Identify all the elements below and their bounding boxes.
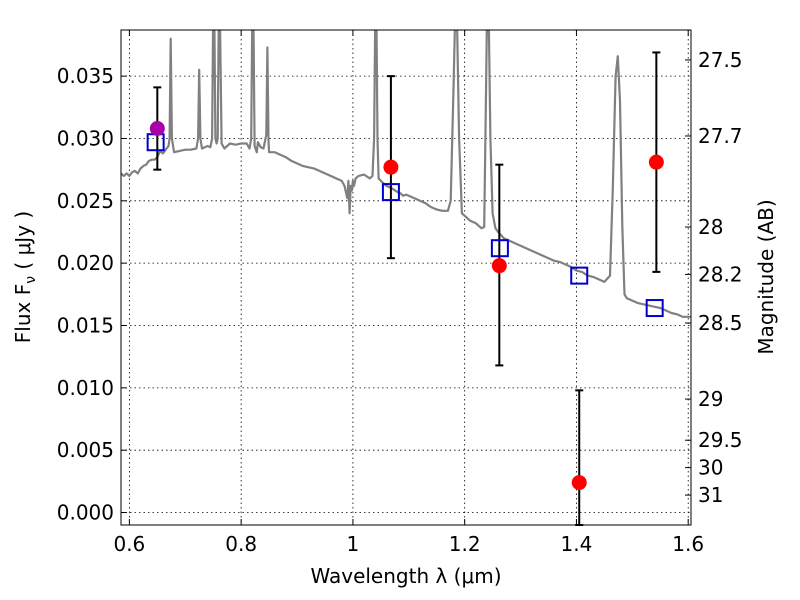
plot-area (121, 30, 691, 318)
model-photometry-square (645, 299, 664, 318)
observed-photometry-point (149, 121, 165, 137)
y-axis-label-unit: ( μJy ) (11, 211, 35, 276)
y-axis-label: Flux Fν ( μJy ) (11, 211, 39, 343)
y2-tick-label: 29 (698, 387, 723, 411)
y2-tick-label: 27.7 (698, 124, 743, 148)
observed-photometry-point (383, 159, 399, 175)
y2-axis-ticks: 27.5 27.7 28 28.2 28.5 29 29.5 30 31 (685, 48, 743, 507)
y2-tick-label: 28 (698, 215, 723, 239)
y2-tick-label: 28.2 (698, 262, 743, 286)
y-tick-label: 0.005 (57, 438, 114, 462)
error-bars (153, 51, 661, 526)
y2-tick-label: 28.5 (698, 311, 743, 335)
x-tick-label: 1.4 (561, 532, 593, 556)
y-tick-label: 0.015 (57, 314, 114, 338)
y-axis-ticks: 0.000 0.005 0.010 0.015 0.020 0.025 0.030 0.035 (57, 64, 127, 525)
model-photometry-square (570, 266, 589, 285)
model-spectrum-line (121, 30, 691, 318)
y2-tick-label: 29.5 (698, 428, 743, 452)
y-axis-label-main: Flux F (11, 284, 35, 343)
model-photometry-square (381, 183, 400, 202)
y-tick-label: 0.010 (57, 376, 114, 400)
observed-photometry-point (648, 154, 664, 170)
y-tick-label: 0.020 (57, 251, 114, 275)
x-tick-label: 0.6 (113, 532, 145, 556)
observed-photometry-point (571, 475, 587, 491)
model-photometry-square (146, 133, 165, 152)
grid (121, 30, 691, 525)
y2-tick-label: 30 (698, 456, 723, 480)
observed-photometry-point (491, 258, 507, 274)
y-tick-label: 0.035 (57, 64, 114, 88)
x-tick-label: 0.8 (225, 532, 257, 556)
plot-frame (120, 29, 692, 526)
y2-tick-label: 31 (698, 483, 723, 507)
y2-axis-label: Magnitude (AB) (754, 199, 778, 354)
model-photometry-square (490, 239, 509, 258)
x-axis-label: Wavelength λ (μm) (310, 564, 501, 588)
y-tick-label: 0.030 (57, 126, 114, 150)
x-tick-label: 1.6 (672, 532, 704, 556)
y2-tick-label: 27.5 (698, 48, 743, 72)
x-axis-ticks: 0.6 0.8 1 1.2 1.4 1.6 (113, 30, 704, 556)
model-photometry-markers (146, 133, 664, 318)
observed-photometry-markers (149, 121, 664, 491)
y-axis-label-subscript: ν (23, 276, 39, 284)
x-tick-label: 1.2 (449, 532, 481, 556)
y-tick-label: 0.000 (57, 501, 114, 525)
y-tick-label: 0.025 (57, 189, 114, 213)
x-tick-label: 1 (347, 532, 360, 556)
